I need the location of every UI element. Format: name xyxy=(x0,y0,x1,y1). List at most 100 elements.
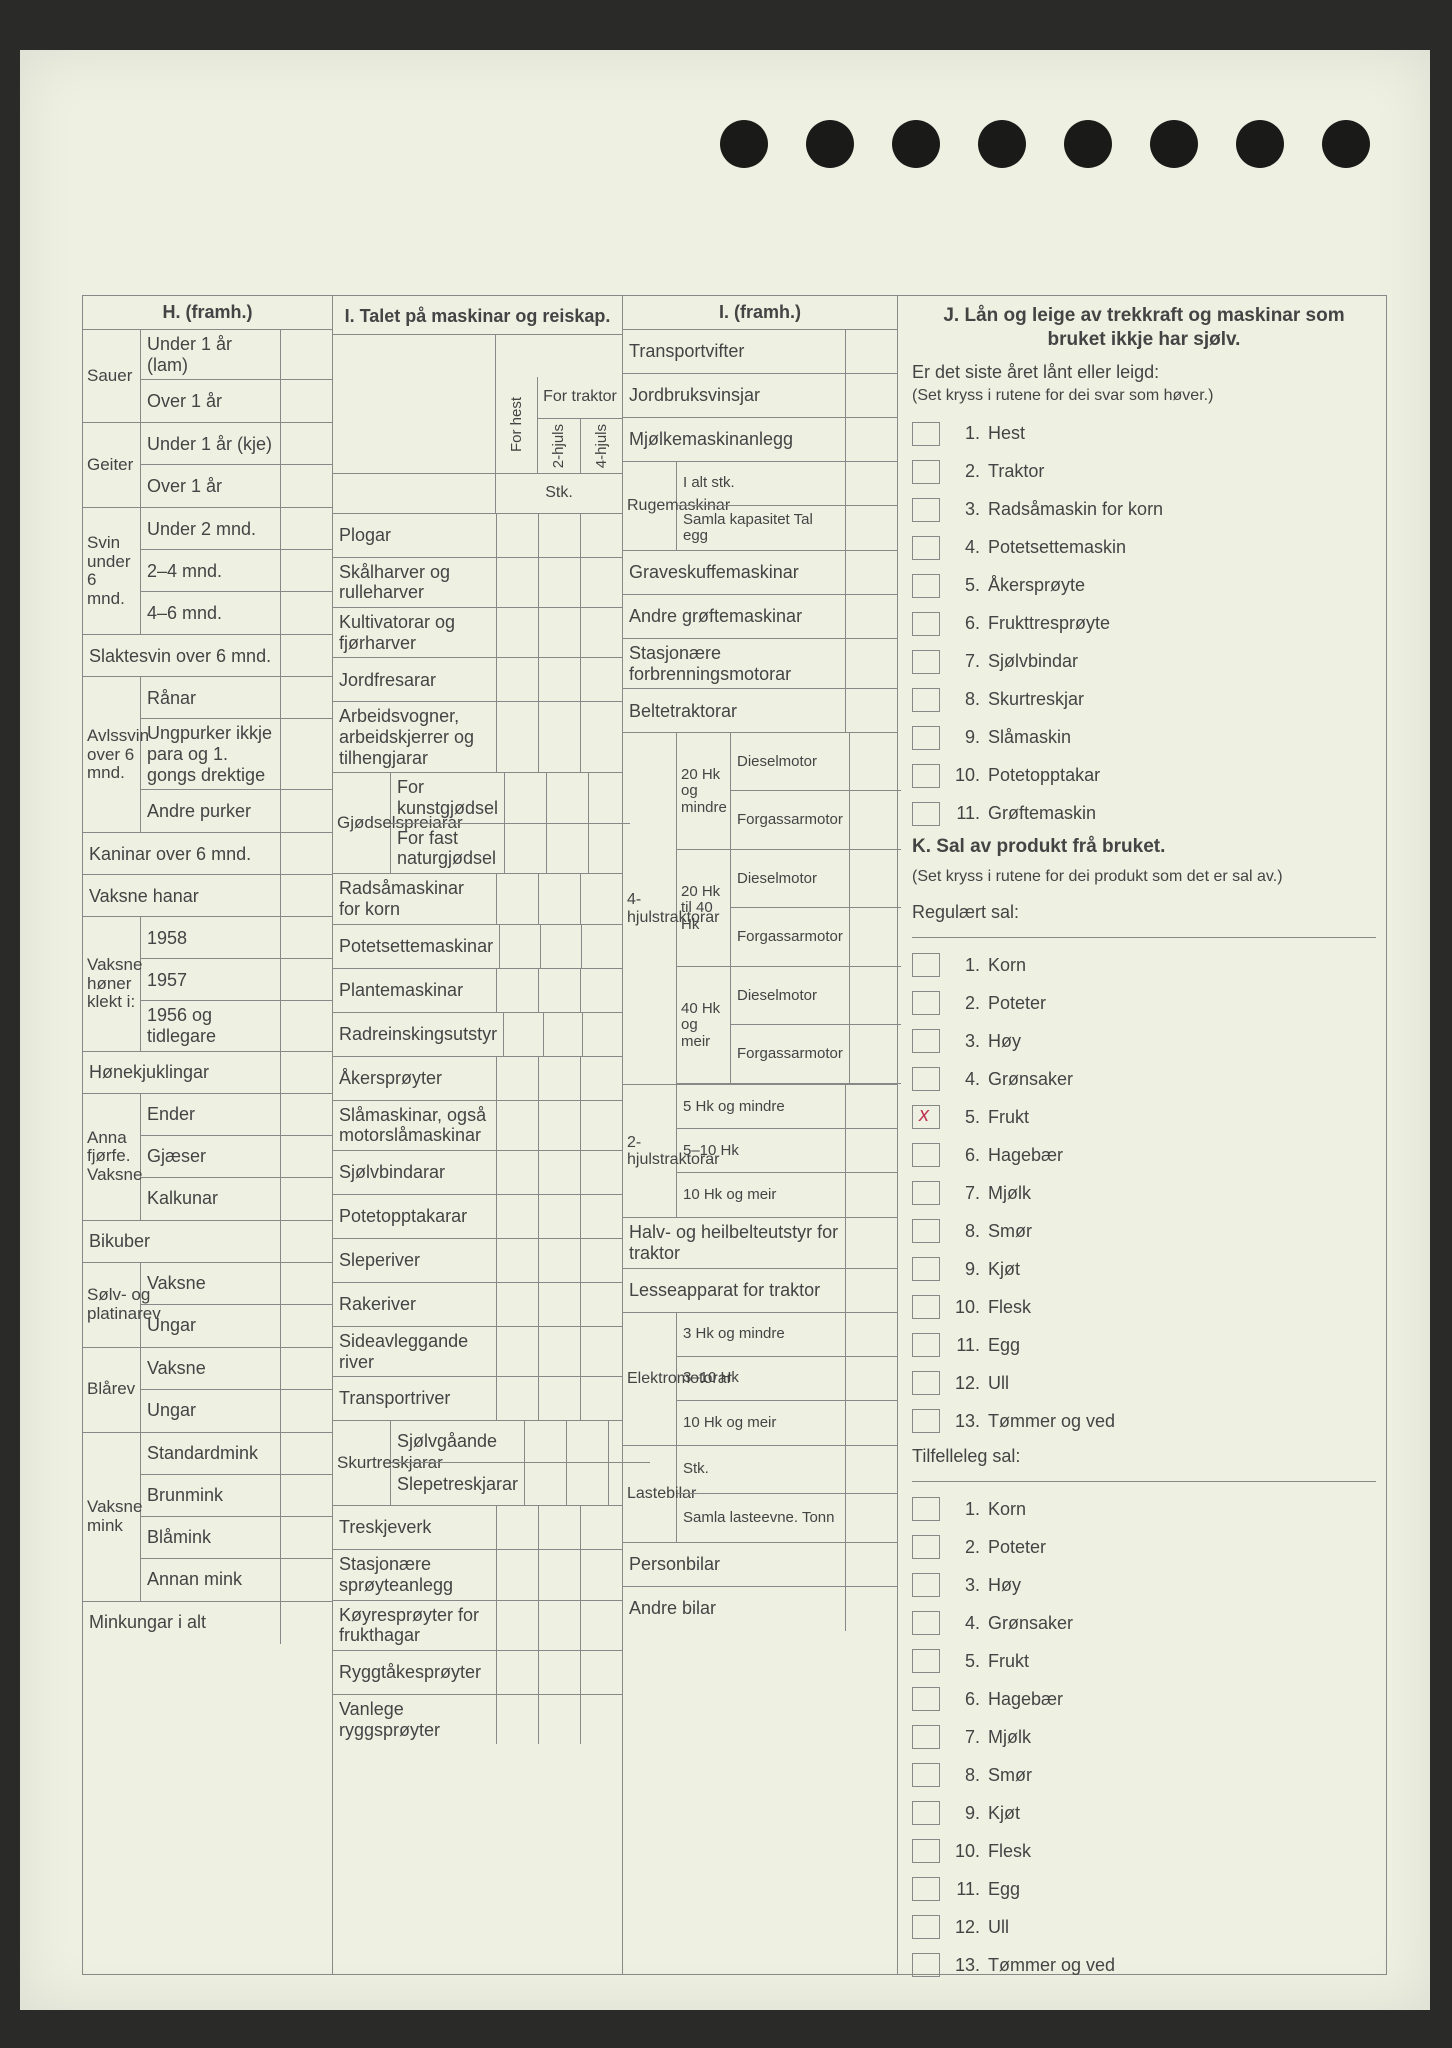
input-cell[interactable] xyxy=(845,551,897,594)
input-cell[interactable] xyxy=(280,1602,332,1644)
input-cell[interactable] xyxy=(280,1052,332,1093)
checkbox[interactable] xyxy=(912,1295,940,1319)
input-cell[interactable] xyxy=(538,1651,580,1694)
input-cell[interactable] xyxy=(580,1601,622,1650)
input-cell[interactable] xyxy=(496,1151,538,1194)
checkbox[interactable] xyxy=(912,802,940,826)
input-cell[interactable] xyxy=(538,1239,580,1282)
checkbox[interactable] xyxy=(912,1801,940,1825)
input-cell[interactable] xyxy=(280,917,332,958)
input-cell[interactable] xyxy=(845,1173,897,1217)
input-cell[interactable] xyxy=(580,1327,622,1376)
input-cell[interactable] xyxy=(580,608,622,657)
input-cell[interactable] xyxy=(496,1651,538,1694)
checkbox[interactable] xyxy=(912,1763,940,1787)
input-cell[interactable] xyxy=(504,824,546,873)
input-cell[interactable] xyxy=(538,1195,580,1238)
input-cell[interactable] xyxy=(496,1327,538,1376)
input-cell[interactable] xyxy=(580,874,622,923)
checkbox[interactable] xyxy=(912,1611,940,1635)
input-cell[interactable] xyxy=(280,790,332,832)
input-cell[interactable] xyxy=(580,702,622,772)
input-cell[interactable] xyxy=(538,1101,580,1150)
checkbox[interactable] xyxy=(912,688,940,712)
input-cell[interactable] xyxy=(280,592,332,634)
input-cell[interactable] xyxy=(496,1283,538,1326)
input-cell[interactable] xyxy=(538,1506,580,1549)
input-cell[interactable] xyxy=(280,1136,332,1177)
input-cell[interactable] xyxy=(496,658,538,701)
input-cell[interactable] xyxy=(845,374,897,417)
input-cell[interactable] xyxy=(280,508,332,549)
input-cell[interactable] xyxy=(849,733,901,790)
input-cell[interactable] xyxy=(849,791,901,849)
input-cell[interactable] xyxy=(546,773,588,822)
input-cell[interactable] xyxy=(538,608,580,657)
input-cell[interactable] xyxy=(845,1587,897,1631)
input-cell[interactable] xyxy=(538,1601,580,1650)
input-cell[interactable] xyxy=(580,514,622,557)
input-cell[interactable] xyxy=(845,1269,897,1312)
input-cell[interactable] xyxy=(280,1517,332,1558)
checkbox[interactable] xyxy=(912,1371,940,1395)
input-cell[interactable] xyxy=(280,1390,332,1432)
input-cell[interactable] xyxy=(849,850,901,907)
input-cell[interactable] xyxy=(538,969,580,1012)
input-cell[interactable] xyxy=(580,1057,622,1100)
input-cell[interactable] xyxy=(280,550,332,591)
input-cell[interactable] xyxy=(280,1221,332,1262)
input-cell[interactable] xyxy=(580,1377,622,1420)
input-cell[interactable] xyxy=(845,330,897,373)
input-cell[interactable] xyxy=(280,875,332,916)
input-cell[interactable] xyxy=(503,1013,543,1056)
input-cell[interactable] xyxy=(580,1151,622,1194)
input-cell[interactable] xyxy=(580,658,622,701)
input-cell[interactable] xyxy=(496,1506,538,1549)
input-cell[interactable] xyxy=(496,1195,538,1238)
input-cell[interactable] xyxy=(280,1433,332,1474)
input-cell[interactable] xyxy=(845,1218,897,1267)
checkbox[interactable] xyxy=(912,1181,940,1205)
checkbox[interactable] xyxy=(912,1067,940,1091)
input-cell[interactable] xyxy=(280,1178,332,1220)
input-cell[interactable] xyxy=(496,1695,538,1744)
checkbox[interactable] xyxy=(912,1143,940,1167)
input-cell[interactable] xyxy=(845,1357,897,1400)
input-cell[interactable] xyxy=(580,1195,622,1238)
input-cell[interactable] xyxy=(538,1057,580,1100)
input-cell[interactable] xyxy=(538,702,580,772)
checkbox[interactable] xyxy=(912,1649,940,1673)
checkbox[interactable] xyxy=(912,1535,940,1559)
checkbox[interactable] xyxy=(912,1839,940,1863)
input-cell[interactable] xyxy=(538,1283,580,1326)
input-cell[interactable] xyxy=(580,1239,622,1282)
input-cell[interactable] xyxy=(496,1057,538,1100)
checkbox[interactable] xyxy=(912,612,940,636)
input-cell[interactable] xyxy=(524,1421,566,1462)
input-cell[interactable] xyxy=(496,1239,538,1282)
input-cell[interactable] xyxy=(581,925,622,968)
input-cell[interactable] xyxy=(538,658,580,701)
input-cell[interactable] xyxy=(845,1446,897,1493)
input-cell[interactable] xyxy=(280,677,332,718)
checkbox[interactable] xyxy=(912,650,940,674)
input-cell[interactable] xyxy=(496,558,538,607)
checkbox[interactable] xyxy=(912,422,940,446)
checkbox[interactable] xyxy=(912,1029,940,1053)
input-cell[interactable] xyxy=(280,380,332,422)
checkbox[interactable] xyxy=(912,498,940,522)
input-cell[interactable] xyxy=(845,462,897,505)
input-cell[interactable] xyxy=(546,824,588,873)
input-cell[interactable] xyxy=(845,1129,897,1172)
input-cell[interactable] xyxy=(496,702,538,772)
input-cell[interactable] xyxy=(580,1651,622,1694)
input-cell[interactable] xyxy=(280,1348,332,1389)
checkbox[interactable] xyxy=(912,1953,940,1977)
input-cell[interactable] xyxy=(580,1550,622,1599)
input-cell[interactable] xyxy=(845,1494,897,1542)
checkbox[interactable] xyxy=(912,1573,940,1597)
checkbox[interactable] xyxy=(912,1105,940,1129)
checkbox[interactable] xyxy=(912,460,940,484)
input-cell[interactable] xyxy=(580,1695,622,1744)
input-cell[interactable] xyxy=(845,506,897,550)
